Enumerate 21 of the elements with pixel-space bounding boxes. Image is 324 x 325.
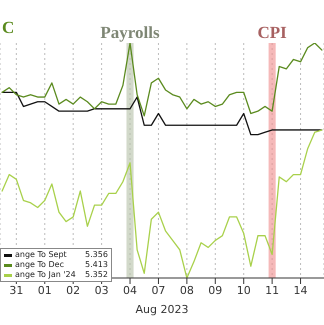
legend-label: ange To Jan '24 <box>15 270 77 280</box>
x-tick-label: 03 <box>94 284 109 297</box>
x-tick-label: 07 <box>151 284 166 297</box>
x-tick-label: 11 <box>265 284 280 297</box>
x-tick-label: 14 <box>294 284 308 297</box>
x-tick-label: 10 <box>236 284 251 297</box>
x-tick-label: 08 <box>180 284 194 297</box>
annotation: 5.352 <box>85 270 108 280</box>
band-label: CPI <box>257 23 288 42</box>
annotation: 5.413 <box>85 260 108 270</box>
band-label: Payrolls <box>100 23 160 42</box>
legend-label: ange To Dec <box>15 260 65 270</box>
text: C <box>2 18 14 38</box>
x-axis-title: Aug 2023 <box>136 303 188 316</box>
x-tick-label: 31 <box>9 284 24 297</box>
x-tick-label: 02 <box>66 284 80 297</box>
x-tick-label: 09 <box>208 284 222 297</box>
annotation: 5.356 <box>85 250 108 260</box>
x-tick-label: 01 <box>38 284 52 297</box>
legend-label: ange To Sept <box>15 250 68 260</box>
x-tick-label: 04 <box>123 284 138 297</box>
